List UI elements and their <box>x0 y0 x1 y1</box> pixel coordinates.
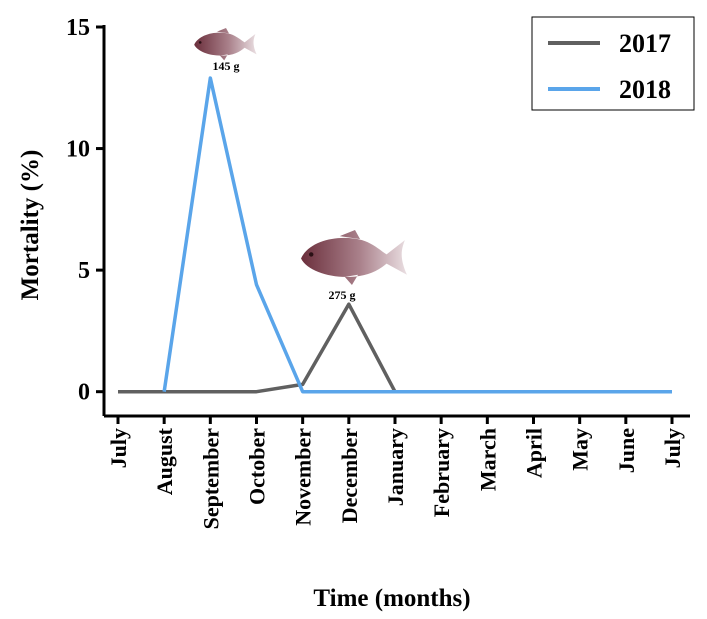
legend-label: 2017 <box>619 29 671 58</box>
annotation: 145 g <box>213 59 240 73</box>
x-tick-label: July <box>660 428 685 468</box>
fish-icon <box>194 28 256 60</box>
x-tick-label: November <box>291 428 316 526</box>
annotation: 275 g <box>329 288 356 302</box>
data-line <box>164 78 672 392</box>
x-tick-label: February <box>429 428 454 517</box>
y-tick-label: 5 <box>78 258 90 284</box>
x-tick-label: December <box>337 428 362 524</box>
y-tick-label: 0 <box>78 380 90 406</box>
x-tick-label: September <box>198 428 223 530</box>
chart: Time (months) Mortality (%) 0 5 10 15 July Au… <box>0 0 707 619</box>
x-tick-label: April <box>522 428 547 478</box>
fish-icon <box>301 230 407 285</box>
legend-label: 2018 <box>619 75 671 104</box>
x-tick-label: October <box>245 428 270 505</box>
x-tick-label: May <box>568 428 593 471</box>
x-tick-label: March <box>475 428 500 491</box>
x-axis-title: Time (months) <box>313 585 470 612</box>
x-tick-label: July <box>106 428 131 468</box>
y-axis-title: Mortality (%) <box>17 150 44 301</box>
y-tick-label: 10 <box>66 137 90 163</box>
data-line <box>118 304 672 392</box>
y-tick-label: 15 <box>66 15 90 41</box>
x-tick-label: August <box>152 427 177 495</box>
x-tick-label: June <box>614 428 639 473</box>
x-tick-label: January <box>383 428 408 506</box>
